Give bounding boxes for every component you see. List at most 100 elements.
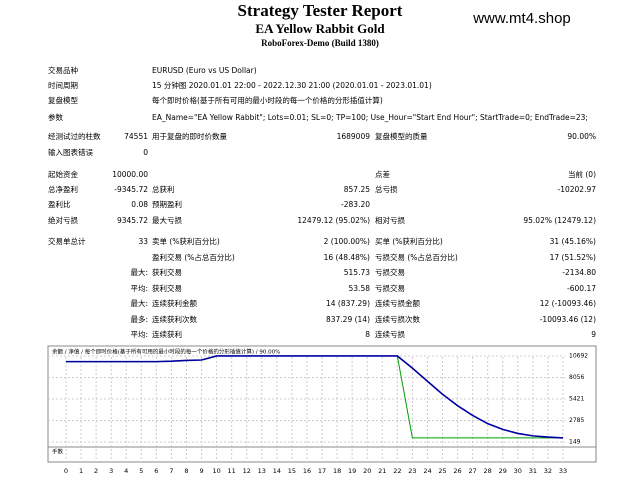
stat-label: 连续亏损 [375, 329, 405, 339]
stat-label: 连续亏损次数 [375, 314, 420, 324]
x-tick-label: 14 [273, 467, 281, 475]
stat-value: 最大: [130, 267, 148, 277]
stat-value: 14 (837.29) [326, 299, 370, 308]
stat-value: 平均: [130, 283, 148, 293]
stat-value: 857.25 [344, 185, 370, 194]
y-tick-label: 10692 [569, 352, 588, 359]
stat-value: -600.17 [567, 284, 596, 293]
stat-value: 当前 (0) [568, 169, 596, 179]
stat-value: 9 [591, 330, 596, 339]
x-tick-label: 5 [139, 467, 143, 475]
x-tick-label: 4 [124, 467, 128, 475]
stat-label: 经测试过的柱数 [48, 131, 101, 141]
x-tick-label: 23 [408, 467, 416, 475]
stat-value: 90.00% [567, 132, 596, 141]
x-tick-label: 0 [64, 467, 68, 475]
lots-label: 手数 [52, 448, 64, 456]
x-tick-label: 28 [484, 467, 492, 475]
stat-value: 16 (48.48%) [324, 253, 370, 262]
stat-label: 总获利 [152, 184, 175, 194]
info-value: EA_Name="EA Yellow Rabbit"; Lots=0.01; S… [152, 113, 588, 122]
stat-label: 买单 (%获利百分比) [375, 236, 443, 246]
stat-value: 33 [138, 237, 148, 246]
x-tick-label: 19 [348, 467, 356, 475]
x-tick-label: 6 [154, 467, 158, 475]
x-tick-label: 1 [79, 467, 83, 475]
stat-label: 获利交易 [152, 283, 182, 293]
stat-value: 0 [143, 148, 148, 157]
stat-label: 盈利交易 (%占总百分比) [152, 252, 235, 262]
stat-value: 8 [365, 330, 370, 339]
x-tick-label: 32 [544, 467, 552, 475]
info-label: 参数 [48, 112, 63, 122]
stat-value: -10093.46 (12) [540, 315, 596, 324]
stat-label: 相对亏损 [375, 215, 405, 225]
stat-label: 盈利比 [48, 199, 71, 209]
stat-value: 95.02% (12479.12) [523, 216, 596, 225]
stat-value: 53.58 [349, 284, 371, 293]
x-tick-label: 26 [453, 467, 461, 475]
y-tick-label: 5421 [569, 395, 584, 402]
stat-value: 12479.12 (95.02%) [297, 216, 370, 225]
x-tick-label: 17 [318, 467, 326, 475]
stat-value: -10202.97 [558, 185, 597, 194]
chart-legend: 余额 / 净值 / 每个即时价格(基于所有可用的最小时段的每一个价格的分形插值计… [52, 348, 280, 356]
stat-label: 总亏损 [375, 184, 398, 194]
stat-label: 交易单总计 [48, 236, 86, 246]
info-value: 每个即时价格(基于所有可用的最小时段的每一个价格的分形插值计算) [152, 95, 383, 105]
stat-value: 9345.72 [117, 216, 148, 225]
stat-label: 预期盈利 [152, 199, 182, 209]
stat-value: 515.73 [344, 268, 370, 277]
stat-label: 连续获利次数 [152, 314, 197, 324]
x-tick-label: 20 [363, 467, 371, 475]
title: Strategy Tester Report [238, 1, 403, 20]
stat-label: 亏损交易 [375, 267, 405, 277]
stat-value: 最多: [130, 314, 148, 324]
y-tick-label: 8056 [569, 374, 584, 381]
stat-value: -2134.80 [562, 268, 596, 277]
stat-value: -283.20 [341, 200, 370, 209]
x-tick-label: 24 [423, 467, 431, 475]
x-tick-label: 2 [94, 467, 98, 475]
stat-label: 最大亏损 [152, 215, 182, 225]
stat-label: 绝对亏损 [48, 215, 78, 225]
subtitle: EA Yellow Rabbit Gold [255, 21, 385, 36]
stat-label: 输入图表错误 [48, 147, 93, 157]
x-tick-label: 12 [243, 467, 251, 475]
stat-label: 起始资金 [48, 169, 78, 179]
x-tick-label: 7 [169, 467, 173, 475]
stat-value: 12 (-10093.46) [540, 299, 596, 308]
stat-label: 亏损交易 [375, 283, 405, 293]
stat-label: 用于复盘的即时价数量 [152, 131, 227, 141]
x-tick-label: 16 [303, 467, 311, 475]
y-tick-label: 2785 [569, 417, 584, 424]
stat-value: 1689009 [337, 132, 371, 141]
series-line [66, 355, 564, 439]
stat-value: 2 (100.00%) [324, 237, 370, 246]
x-tick-label: 31 [529, 467, 537, 475]
stat-value: 17 (51.52%) [550, 253, 596, 262]
stat-value: 最大: [130, 298, 148, 308]
stat-label: 亏损交易 (%占总百分比) [375, 252, 458, 262]
y-tick-label: 149 [569, 439, 581, 446]
x-tick-label: 11 [228, 467, 236, 475]
stat-value: 0.08 [131, 200, 148, 209]
chart-frame [47, 345, 597, 463]
x-tick-label: 21 [378, 467, 386, 475]
info-value: 15 分钟图 2020.01.01 22:00 - 2022.12.30 21:… [152, 80, 432, 90]
x-tick-label: 13 [258, 467, 266, 475]
stat-label: 复盘模型的质量 [375, 131, 428, 141]
stat-label: 点差 [375, 169, 390, 179]
x-tick-label: 22 [393, 467, 401, 475]
info-label: 交易品种 [48, 65, 78, 75]
x-tick-label: 33 [559, 467, 567, 475]
watermark: www.mt4.shop [472, 10, 571, 27]
x-tick-label: 29 [499, 467, 507, 475]
stat-label: 连续获利 [152, 329, 182, 339]
stat-label: 获利交易 [152, 267, 182, 277]
x-tick-label: 27 [468, 467, 476, 475]
info-label: 时间周期 [48, 80, 78, 90]
x-tick-label: 30 [514, 467, 522, 475]
stat-value: -9345.72 [114, 185, 148, 194]
